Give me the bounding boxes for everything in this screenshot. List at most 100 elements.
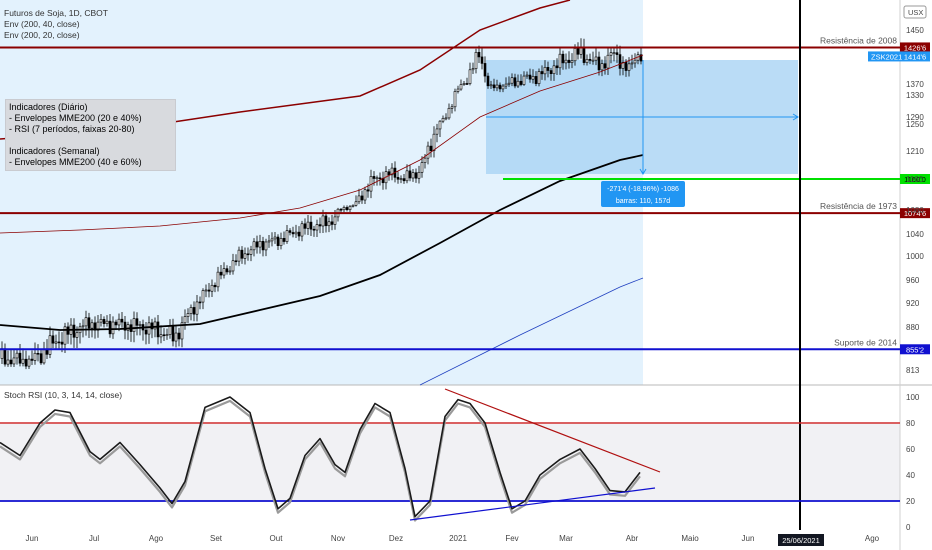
indicators-note[interactable]: Indicadores (Diário) - Envelopes MME200 …: [5, 99, 176, 171]
candle-body: [99, 319, 103, 323]
candle-body: [489, 84, 493, 87]
candle-body: [126, 324, 130, 331]
candle-body: [537, 71, 541, 84]
x-axis-label: Jul: [89, 534, 99, 543]
candle-body: [516, 80, 520, 87]
x-axis-label: Jun: [26, 534, 39, 543]
candle-body: [264, 241, 268, 251]
candle-body: [234, 260, 238, 263]
candle-body: [297, 231, 301, 237]
candle-body: [219, 271, 223, 276]
candle-body: [414, 172, 418, 179]
x-axis-label: Mar: [559, 534, 573, 543]
candle-body: [21, 358, 25, 364]
candle-body: [582, 46, 586, 63]
candle-body: [498, 84, 502, 90]
indicator-lines: -271'4 (-18.96%) -1086 barras: 110, 157d: [0, 0, 799, 386]
candle-body: [585, 58, 589, 63]
candle-body: [120, 318, 124, 323]
candle-body: [618, 54, 622, 69]
candle-body: [327, 221, 331, 227]
price-tick-label: 1210: [906, 147, 924, 156]
candle-body: [399, 178, 403, 180]
candle-body: [477, 52, 481, 58]
envelope-band-outer: [0, 0, 643, 385]
rsi-pane: Stoch RSI (10, 3, 14, 14, close): [0, 388, 900, 522]
rsi-uptrend-line: [409, 487, 656, 521]
envelope-20-legend[interactable]: Env (200, 20, close): [4, 30, 80, 40]
price-tick-label: 960: [906, 276, 920, 285]
candle-body: [435, 128, 439, 135]
candle-body: [90, 322, 94, 329]
candle-body: [531, 76, 535, 80]
candle-body: [123, 321, 127, 331]
candle-body: [12, 357, 16, 365]
candle-body: [561, 53, 565, 64]
candle-body: [210, 284, 214, 292]
currency-button: [903, 5, 927, 19]
rsi-band-fill: [0, 422, 900, 502]
candle-body: [165, 334, 169, 336]
candle-body: [198, 301, 202, 304]
candle-body: [417, 171, 421, 179]
candle-body: [633, 59, 637, 64]
candle-body: [33, 352, 37, 361]
candle-body: [162, 334, 166, 337]
candle-body: [402, 178, 406, 182]
candle-body: [18, 352, 22, 364]
candle-body: [438, 120, 442, 130]
candle-body: [474, 52, 478, 69]
candle-body: [600, 63, 604, 71]
x-axis-label: Ago: [149, 534, 164, 543]
x-axis-label: 2021: [449, 534, 467, 543]
candle-body: [522, 75, 526, 85]
last-price-symbol: ZSK2021: [871, 52, 902, 61]
candle-body: [555, 65, 559, 69]
candle-body: [432, 133, 436, 152]
candle-body: [81, 325, 85, 328]
candle-body: [423, 157, 427, 163]
candle-body: [558, 53, 562, 69]
candle-body: [153, 321, 157, 330]
candle-body: [411, 172, 415, 179]
candle-body: [459, 84, 463, 90]
candle-body: [588, 58, 592, 61]
candle-body: [24, 358, 28, 367]
measure-info-line1: -271'4 (-18.96%) -1086: [607, 186, 679, 193]
note-title-daily: Indicadores (Diário): [9, 102, 88, 112]
candle-body: [105, 320, 109, 324]
candle-body: [180, 322, 184, 340]
candle-body: [159, 334, 163, 338]
candle-body: [510, 77, 514, 84]
candle-body: [279, 238, 283, 246]
rsi-downtrend-line: [444, 388, 661, 473]
candle-body: [378, 177, 382, 180]
candle-body: [564, 59, 568, 64]
candle-body: [222, 268, 226, 276]
candle-body: [258, 240, 262, 248]
candle-body: [51, 335, 55, 344]
x-axis-label: Nov: [331, 534, 345, 543]
candle-body: [486, 75, 490, 87]
date-badge: [778, 534, 824, 546]
candle-body: [45, 349, 49, 355]
price-tick-label: 813: [906, 366, 920, 375]
envelope-40-legend[interactable]: Env (200, 40, close): [4, 19, 80, 29]
support-2014-price-label: 855'2: [906, 345, 924, 354]
candle-body: [168, 325, 172, 335]
candle-body: [396, 177, 400, 180]
candle-body: [312, 228, 316, 231]
candles-group: [0, 38, 643, 370]
candle-body: [528, 74, 532, 80]
candle-body: [108, 320, 112, 335]
last-price-badge: [868, 51, 930, 62]
candle-body: [252, 241, 256, 251]
candle-body: [609, 52, 613, 56]
axis-labels: 8138809209601000104010801160121012501290…: [26, 5, 927, 543]
candle-body: [450, 106, 454, 109]
candle-body: [228, 270, 232, 273]
candle-body: [102, 319, 106, 324]
candle-body: [237, 249, 241, 262]
